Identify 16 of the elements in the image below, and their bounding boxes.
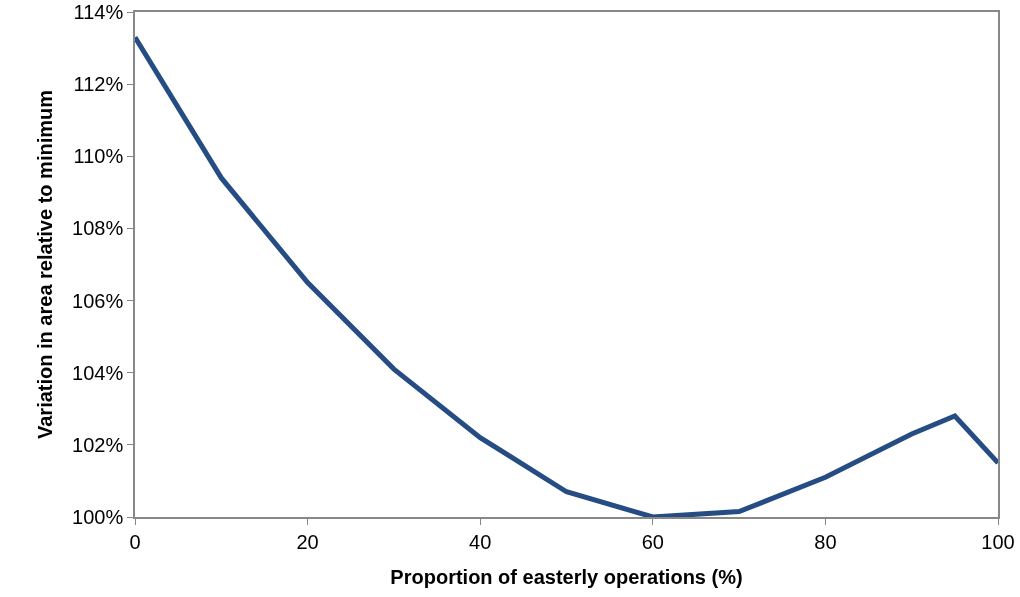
y-tick-label: 108% [72, 217, 124, 240]
x-tick-label: 100 [981, 530, 1015, 553]
x-tick-label: 40 [469, 530, 492, 553]
x-axis-title: Proportion of easterly operations (%) [390, 565, 743, 588]
y-tick-label: 102% [72, 433, 124, 456]
x-tick-label: 80 [814, 530, 837, 553]
x-tick-label: 20 [296, 530, 319, 553]
y-tick-label: 110% [73, 145, 124, 168]
y-axis-title: Variation in area relative to minimum [34, 89, 57, 440]
x-tick-label: 0 [129, 530, 141, 553]
y-tick-label: 114% [73, 1, 124, 23]
y-tick-label: 112% [73, 73, 124, 96]
y-tick-label: 106% [72, 289, 124, 312]
y-tick-label: 100% [72, 506, 124, 528]
y-tick-label: 104% [72, 361, 124, 384]
x-tick-label: 60 [641, 530, 664, 553]
